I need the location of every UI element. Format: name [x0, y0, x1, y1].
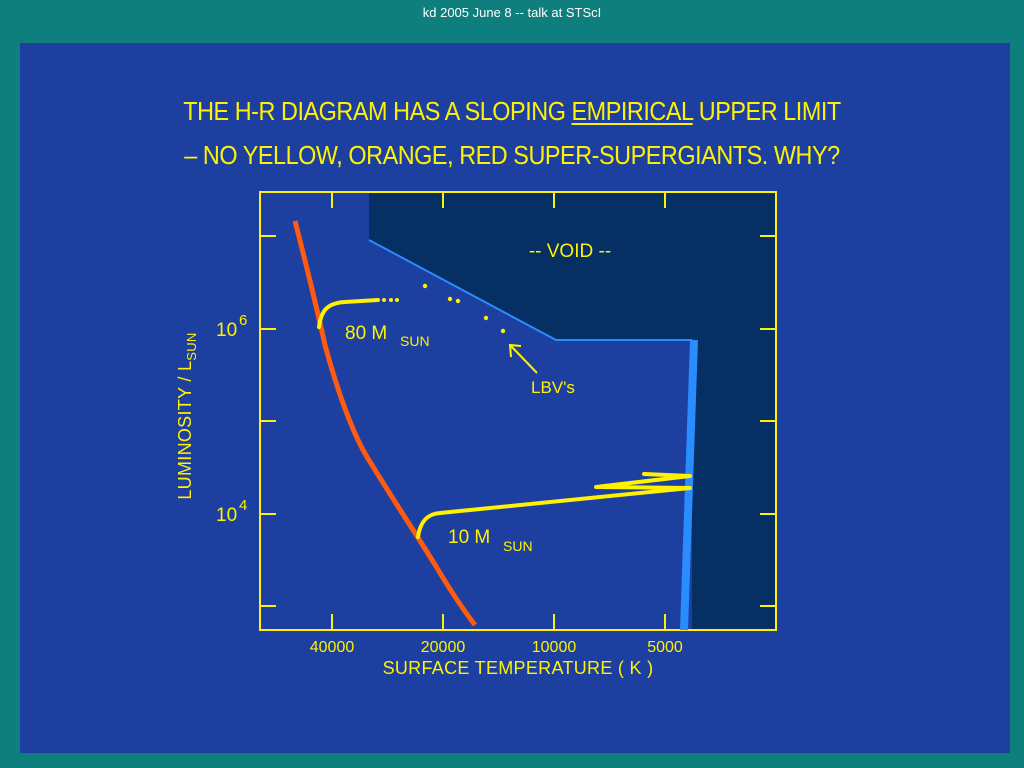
header-text: kd 2005 June 8 -- talk at STScI [422, 5, 602, 20]
y-tick-label-exponent: 4 [239, 497, 247, 514]
void-label: -- VOID -- [529, 241, 611, 262]
y-tick-label-base: 10 [216, 320, 237, 341]
y-axis-label-sub: SUN [183, 332, 199, 361]
track-80-label-main: 80 M [345, 323, 387, 344]
red-supergiant-limit-line [680, 339, 698, 631]
y-axis-label: LUMINOSITY / LSUN [175, 332, 199, 500]
y-tick-label-1e6: 10 6 [216, 312, 247, 341]
track-80-label-sub: SUN [400, 333, 430, 349]
x-tick-label: 10000 [532, 639, 577, 656]
title-emphasis: EMPIRICAL [571, 96, 694, 126]
main-sequence-curve [292, 220, 477, 627]
lbv-point [483, 315, 489, 321]
track-10-label-main: 10 M [448, 527, 490, 548]
track-80-dots [382, 298, 399, 302]
y-tick-label-1e4: 10 4 [216, 497, 247, 526]
track-10-label-sub: SUN [503, 538, 533, 554]
lbv-point [422, 283, 428, 289]
x-tick-label: 20000 [421, 639, 466, 656]
y-tick-label-exponent: 6 [239, 312, 247, 329]
lbv-arrow [508, 343, 538, 374]
lbv-label: LBV's [531, 378, 575, 397]
y-ticks [260, 235, 776, 607]
title-line-2: – NO YELLOW, ORANGE, RED SUPER-SUPERGIAN… [184, 140, 840, 170]
x-tick-label: 5000 [647, 639, 683, 656]
slide-panel [20, 43, 1010, 753]
y-tick-label-base: 10 [216, 505, 237, 526]
title-line-1: THE H-R DIAGRAM HAS A SLOPING EMPIRICAL … [183, 96, 841, 126]
void-region [369, 192, 776, 630]
lbv-points [422, 283, 506, 334]
track-80-msun [317, 298, 380, 329]
track-10-label: 10 M SUN [448, 527, 533, 554]
plot-frame [259, 191, 777, 631]
track-80-label: 80 M SUN [345, 323, 430, 349]
x-axis-label: SURFACE TEMPERATURE ( K ) [382, 658, 654, 678]
lbv-point [500, 328, 506, 334]
lbv-point [455, 298, 461, 304]
x-tick-label: 40000 [310, 639, 355, 656]
upper-limit-line [368, 239, 692, 341]
lbv-point [447, 296, 453, 302]
track-10-msun [416, 472, 692, 539]
x-ticks [331, 192, 666, 630]
